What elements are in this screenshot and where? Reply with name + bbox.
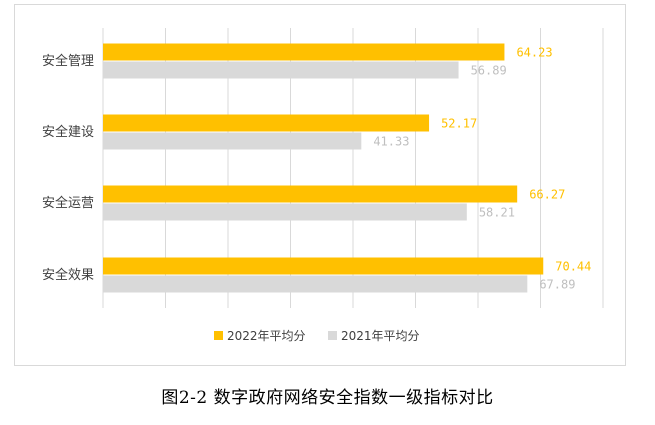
value-label: 64.23	[516, 46, 552, 60]
figure-caption: 图2-2 数字政府网络安全指数一级指标对比	[161, 388, 494, 408]
bar-2021	[103, 203, 467, 221]
value-label: 67.89	[539, 278, 575, 292]
bar-2022	[103, 43, 505, 61]
legend-swatch	[328, 331, 337, 340]
value-label: 52.17	[441, 117, 477, 131]
category-label: 安全运营	[42, 195, 94, 211]
legend: 2022年平均分 2021年平均分	[214, 329, 420, 343]
bar-2022	[103, 114, 430, 132]
legend-swatch	[214, 331, 223, 340]
value-labels: 64.23 56.89 52.17 41.33 66.27 58.21 70.44 67.89	[373, 46, 591, 292]
category-label: 安全管理	[42, 53, 94, 69]
value-label: 58.21	[479, 206, 515, 220]
bar-2021	[103, 132, 362, 150]
legend-label: 2021年平均分	[341, 329, 420, 343]
value-label: 56.89	[471, 64, 507, 78]
bar-2021	[103, 61, 459, 79]
value-label: 41.33	[373, 135, 409, 149]
bar-2021	[103, 275, 528, 293]
bar-2022	[103, 185, 518, 203]
category-label: 安全效果	[42, 267, 94, 283]
value-label: 66.27	[529, 188, 565, 202]
bar-2022	[103, 257, 544, 275]
bars	[103, 43, 544, 293]
value-label: 70.44	[555, 260, 591, 274]
legend-label: 2022年平均分	[227, 329, 306, 343]
category-label: 安全建设	[42, 124, 94, 140]
